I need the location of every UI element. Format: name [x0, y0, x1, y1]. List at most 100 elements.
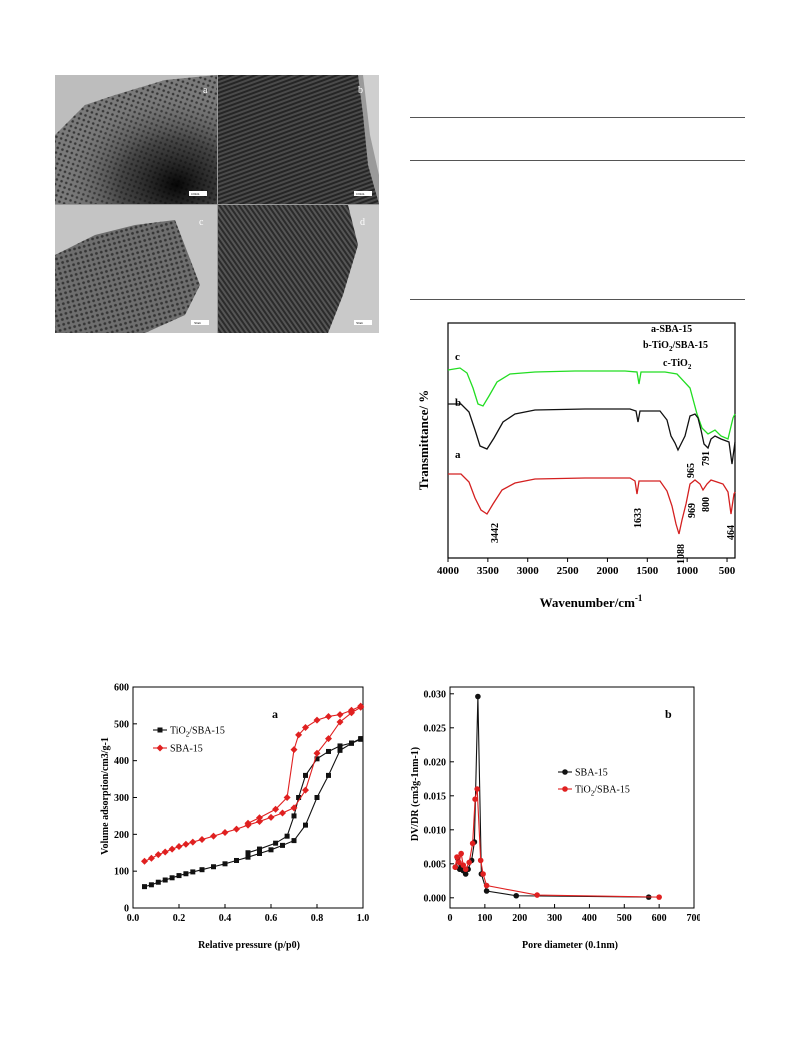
legend-label: TiO2/SBA-15 [575, 785, 630, 798]
isotherm-tio2-sba15-point [303, 772, 308, 778]
isotherm-y-tick-label: 500 [114, 719, 129, 730]
isotherm-tio2-sba15-point [268, 847, 274, 853]
ftir-x-tick-label: 500 [719, 565, 736, 577]
isotherm-tio2-sba15-point [349, 740, 354, 746]
ftir-x-tick-label: 1000 [676, 565, 699, 577]
isotherm-sba15-point [221, 828, 229, 836]
legend-label: SBA-15 [170, 744, 203, 755]
legend-marker [562, 769, 568, 775]
pore-tio2-sba15-point [462, 866, 469, 873]
pore-tio2-sba15-point [483, 882, 490, 889]
ftir-chart: 4000 3500 3000 2500 2000 1500 1000 500 Transmit… [416, 322, 737, 610]
isotherm-sba15-desorption-line [247, 705, 361, 824]
isotherm-sba15-point [290, 746, 298, 754]
table-rule-top [410, 117, 745, 118]
isotherm-sba15-point [325, 712, 332, 720]
pore-plot-frame [449, 686, 695, 909]
isotherm-sba15-point [244, 819, 252, 827]
pore-tio2-sba15-point [460, 862, 467, 868]
isotherm-tio2-sba15-point [245, 854, 251, 860]
isotherm-tio2-sba15-point [326, 772, 331, 778]
pore-legend: SBA-15 TiO2/SBA-15 [558, 768, 630, 798]
pore-tio2-sba15-point [472, 796, 478, 802]
ftir-peak-464: 464 [726, 525, 737, 540]
isotherm-sba15-point [325, 735, 332, 743]
pore-sba15-point [462, 871, 469, 877]
isotherm-tio2-sba15-point [257, 846, 262, 852]
ftir-x-tick-label: 4000 [437, 565, 460, 577]
isotherm-sba15-point [210, 832, 217, 840]
isotherm-tio2-sba15-desorption-line [247, 738, 361, 854]
legend-label: SBA-15 [575, 768, 608, 779]
pore-sba15-point [483, 888, 490, 894]
pore-x-axis-label: Pore diameter (0.1nm) [522, 940, 618, 951]
isotherm-tio2-sba15-point [280, 842, 285, 848]
tem-scale-b: 100nm [356, 192, 365, 196]
pore-sba15-point [475, 693, 481, 700]
isotherm-sba15-point [154, 851, 162, 859]
isotherm-legend: TiO2/SBA-15 SBA-15 [153, 726, 225, 755]
tem-panel-d: d 50nm [218, 205, 379, 333]
ftir-x-axis: 4000 3500 3000 2500 2000 1500 1000 500 [437, 558, 736, 577]
ftir-curve-label-b: b [455, 397, 461, 409]
isotherm-tio2-sba15-adsorption-line [144, 738, 361, 888]
isotherm-sba15-point [313, 716, 321, 724]
pore-y-tick-label: 0.000 [424, 893, 447, 904]
isotherm-panel-label: a [272, 707, 278, 721]
isotherm-tio2-sba15-point [190, 869, 196, 875]
tem-image-d: d 50nm [218, 205, 379, 333]
ftir-peak-1088: 1088 [676, 544, 687, 564]
ftir-peak-3442: 3442 [490, 523, 501, 543]
isotherm-tio2-sba15-point [245, 850, 251, 856]
isotherm-x-tick-label: 0.8 [311, 913, 324, 924]
legend-marker [562, 786, 568, 792]
isotherm-tio2-sba15-point [291, 813, 297, 819]
pore-panel-label: b [665, 707, 672, 721]
isotherm-sba15-point [175, 842, 183, 850]
ftir-peak-800: 800 [701, 497, 712, 512]
isotherm-plot-frame [132, 686, 364, 909]
pore-sba15-line [455, 696, 649, 898]
isotherm-sba15-point [336, 718, 344, 726]
isotherm-x-tick-label: 1.0 [357, 913, 370, 924]
isotherm-tio2-sba15-point [211, 864, 216, 870]
pore-tio2-sba15-point [474, 786, 480, 792]
isotherm-tio2-sba15-point [183, 871, 189, 877]
isotherm-sba15-point [295, 731, 303, 739]
isotherm-tio2-sba15-point [234, 857, 239, 863]
isotherm-tio2-sba15-point [314, 795, 320, 800]
isotherm-y-tick-label: 0 [124, 904, 129, 915]
pore-tio2-sba15-point [534, 892, 540, 898]
ftir-curve-b [448, 403, 736, 465]
ftir-x-tick-label: 2000 [596, 565, 619, 577]
pore-y-tick-label: 0.010 [424, 825, 447, 836]
ftir-x-axis-label: Wavenumber/cm-1 [540, 593, 643, 610]
pore-y-tick-label: 0.025 [424, 723, 447, 734]
isotherm-tio2-sba15-point [142, 884, 147, 890]
pore-tio2-sba15-point [480, 871, 486, 877]
ftir-x-tick-label: 2500 [557, 565, 580, 577]
pore-x-tick-label: 600 [652, 913, 667, 924]
ftir-curve-c [447, 367, 736, 440]
isotherm-sba15-point [147, 854, 155, 862]
isotherm-chart: Volume adsorption/cm3/g-1 Relative press… [100, 683, 370, 952]
isotherm-sba15-point [336, 711, 344, 719]
isotherm-x-tick-label: 0.4 [219, 913, 232, 924]
pore-x-tick-label: 200 [512, 913, 527, 924]
tem-panel-a: a 100nm [55, 75, 217, 204]
isotherm-y-tick-label: 300 [114, 793, 129, 804]
ftir-legend-a: a-SBA-15 [651, 324, 692, 335]
tem-panel-b: b 100nm [218, 75, 379, 204]
pore-x-tick-label: 0 [448, 913, 453, 924]
ftir-peak-791: 791 [701, 451, 712, 466]
legend-label: TiO2/SBA-15 [170, 726, 225, 739]
tem-label-c: c [199, 217, 204, 228]
table-rule-bottom [410, 299, 745, 300]
pore-y-axis-label: DV/DR (cm3g-1nm-1) [410, 747, 421, 841]
pore-x-tick-label: 100 [477, 913, 492, 924]
isotherm-tio2-sba15-point [169, 875, 175, 881]
legend-marker [157, 727, 163, 733]
ftir-peak-969: 969 [687, 503, 698, 518]
isotherm-tio2-sba15-point [358, 736, 364, 742]
tem-image-b: b 100nm [218, 75, 379, 204]
